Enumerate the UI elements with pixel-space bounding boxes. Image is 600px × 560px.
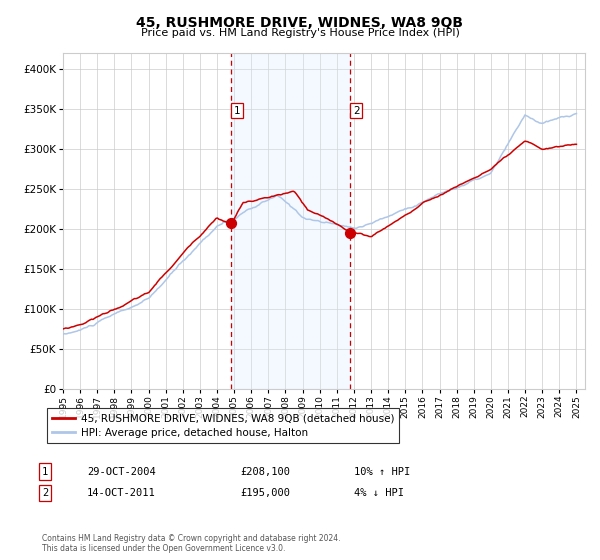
Text: 45, RUSHMORE DRIVE, WIDNES, WA8 9QB: 45, RUSHMORE DRIVE, WIDNES, WA8 9QB bbox=[137, 16, 464, 30]
Text: 2: 2 bbox=[42, 488, 48, 498]
Text: Price paid vs. HM Land Registry's House Price Index (HPI): Price paid vs. HM Land Registry's House … bbox=[140, 28, 460, 38]
Text: 14-OCT-2011: 14-OCT-2011 bbox=[87, 488, 156, 498]
Text: Contains HM Land Registry data © Crown copyright and database right 2024.: Contains HM Land Registry data © Crown c… bbox=[42, 534, 341, 543]
Text: £195,000: £195,000 bbox=[240, 488, 290, 498]
Text: 2: 2 bbox=[353, 106, 359, 116]
Text: £208,100: £208,100 bbox=[240, 466, 290, 477]
Point bbox=[346, 228, 355, 237]
Text: 1: 1 bbox=[42, 466, 48, 477]
Text: This data is licensed under the Open Government Licence v3.0.: This data is licensed under the Open Gov… bbox=[42, 544, 286, 553]
Text: 4% ↓ HPI: 4% ↓ HPI bbox=[354, 488, 404, 498]
Legend: 45, RUSHMORE DRIVE, WIDNES, WA8 9QB (detached house), HPI: Average price, detach: 45, RUSHMORE DRIVE, WIDNES, WA8 9QB (det… bbox=[47, 408, 399, 444]
Text: 10% ↑ HPI: 10% ↑ HPI bbox=[354, 466, 410, 477]
Text: 29-OCT-2004: 29-OCT-2004 bbox=[87, 466, 156, 477]
Point bbox=[226, 218, 236, 227]
Text: 1: 1 bbox=[234, 106, 241, 116]
Bar bbox=[231, 53, 350, 389]
